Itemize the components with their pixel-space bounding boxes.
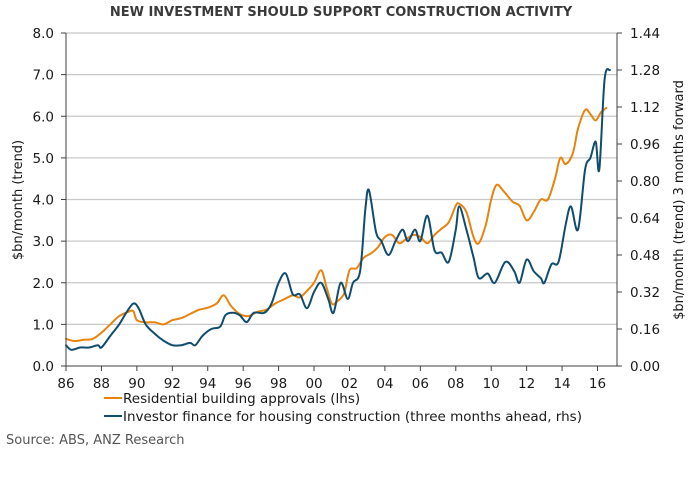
y-tick-label-left: 1.0	[33, 317, 54, 333]
x-tick-label: 10	[483, 376, 500, 392]
y-tick-label-right: 0.48	[630, 248, 660, 264]
series-line-investor-finance	[65, 67, 611, 351]
y-tick-label-right: 0.96	[630, 137, 660, 153]
x-tick-label: 04	[376, 376, 393, 392]
x-tick-label: 98	[270, 376, 287, 392]
y-tick-label-left: 7.0	[33, 68, 54, 84]
x-tick-label: 94	[199, 376, 216, 392]
axes: 0.0 1.0 2.0 3.0 4.0 5.0 6.0 7.0 8.0 0.00 0.16 0.32 0…	[33, 26, 661, 392]
legend-item-investor-finance: Investor finance for housing constructio…	[104, 409, 582, 425]
x-tick-label: 14	[553, 376, 570, 392]
legend-item-approvals: Residential building approvals (lhs)	[104, 391, 360, 407]
y-tick-label-right: 0.16	[630, 322, 660, 338]
y-tick-label-right: 0.32	[630, 285, 660, 301]
x-tick-label: 92	[164, 376, 181, 392]
x-tick-label: 96	[235, 376, 252, 392]
y-tick-label-right: 1.12	[630, 100, 660, 116]
y-tick-label-right: 0.80	[630, 174, 660, 190]
y-tick-label-left: 2.0	[33, 276, 54, 292]
x-tick-label: 02	[341, 376, 358, 392]
x-tick-label: 90	[128, 376, 145, 392]
y-tick-label-left: 0.0	[33, 359, 54, 375]
y-tick-label-left: 3.0	[33, 234, 54, 250]
y-axis-label-left: $bn/month (trend)	[11, 140, 26, 260]
x-tick-label: 00	[305, 376, 322, 392]
x-tick-label: 16	[589, 376, 606, 392]
y-tick-label-right: 0.00	[630, 359, 660, 375]
y-tick-label-right: 0.64	[630, 211, 660, 227]
y-tick-label-left: 8.0	[33, 26, 54, 42]
y-axis-label-right: $bn/month (trend) 3 months forward	[672, 80, 687, 320]
x-tick-label: 12	[518, 376, 535, 392]
x-tick-label: 88	[93, 376, 110, 392]
legend-label-approvals: Residential building approvals (lhs)	[123, 391, 360, 407]
y-tick-label-left: 6.0	[33, 109, 54, 125]
x-tick-label: 08	[447, 376, 464, 392]
chart-title: NEW INVESTMENT SHOULD SUPPORT CONSTRUCTI…	[110, 5, 573, 20]
y-tick-label-right: 1.44	[630, 26, 660, 42]
gridlines	[66, 32, 617, 325]
legend: Residential building approvals (lhs) Inv…	[104, 391, 582, 425]
y-tick-label-left: 4.0	[33, 193, 54, 209]
x-tick-label: 06	[412, 376, 429, 392]
x-tick-label: 86	[57, 376, 74, 392]
y-tick-label-left: 5.0	[33, 151, 54, 167]
y-tick-label-right: 1.28	[630, 63, 660, 79]
legend-label-investor-finance: Investor finance for housing constructio…	[123, 409, 582, 425]
source-note: Source: ABS, ANZ Research	[6, 433, 185, 448]
series-layer	[65, 67, 611, 351]
